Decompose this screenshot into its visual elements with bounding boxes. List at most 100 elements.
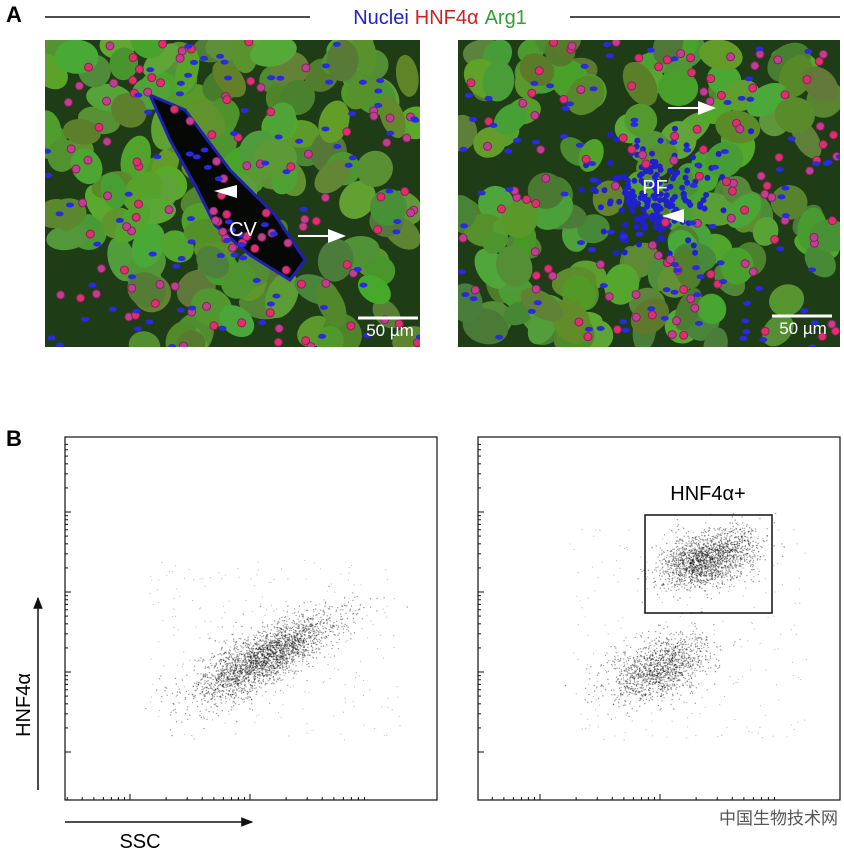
event — [274, 627, 276, 629]
event — [244, 655, 247, 658]
event — [298, 615, 301, 617]
event — [303, 650, 306, 653]
nucleus — [802, 75, 812, 85]
event — [279, 655, 281, 657]
event — [664, 641, 667, 644]
event — [257, 657, 259, 659]
event — [289, 645, 292, 647]
event — [618, 698, 620, 701]
event — [294, 642, 296, 645]
event — [713, 683, 716, 685]
event — [713, 623, 715, 626]
event — [209, 677, 211, 679]
event — [668, 676, 670, 678]
event — [296, 622, 298, 625]
event — [266, 648, 268, 650]
event — [299, 633, 302, 635]
nucleus — [459, 146, 468, 152]
event — [288, 643, 290, 646]
event — [245, 660, 247, 662]
event — [294, 636, 296, 638]
event — [260, 668, 263, 670]
nucleus — [71, 164, 81, 174]
event — [349, 610, 351, 612]
event — [231, 690, 234, 693]
event — [220, 649, 223, 651]
event — [309, 636, 312, 638]
event — [279, 677, 281, 679]
cell — [131, 223, 166, 268]
event — [691, 673, 693, 675]
event — [253, 654, 255, 656]
event — [277, 642, 279, 644]
nucleus — [694, 162, 703, 168]
nucleus — [631, 198, 638, 205]
event — [291, 639, 293, 642]
arrowhead — [662, 209, 684, 223]
nucleus — [190, 60, 199, 66]
event — [294, 636, 296, 638]
event — [635, 693, 637, 696]
event — [224, 660, 227, 663]
event — [212, 678, 214, 681]
event — [231, 669, 233, 672]
event — [668, 662, 670, 664]
event — [645, 693, 647, 696]
event — [325, 636, 327, 638]
event — [359, 604, 361, 606]
event — [653, 639, 656, 641]
event — [676, 569, 679, 572]
nucleus — [466, 78, 476, 88]
event — [674, 658, 676, 660]
event — [291, 642, 293, 645]
event — [676, 642, 679, 645]
event — [623, 665, 625, 668]
nucleus — [575, 142, 584, 148]
event — [276, 663, 279, 666]
event — [281, 652, 283, 655]
event — [230, 655, 233, 657]
event — [350, 633, 352, 635]
event — [635, 671, 637, 673]
event — [647, 637, 650, 639]
nucleus — [651, 174, 658, 181]
event — [613, 667, 615, 670]
event — [295, 644, 298, 647]
event — [322, 622, 325, 625]
event — [241, 633, 243, 635]
event — [279, 664, 282, 667]
event — [215, 670, 218, 672]
event — [624, 687, 627, 690]
event — [278, 664, 280, 667]
event — [263, 660, 265, 662]
event — [225, 686, 227, 689]
event — [256, 661, 258, 663]
event — [219, 659, 221, 661]
nucleus — [358, 79, 367, 85]
event — [670, 652, 673, 655]
event — [252, 682, 254, 684]
event — [669, 666, 671, 669]
event — [293, 608, 296, 610]
nucleus — [265, 308, 275, 318]
event — [311, 624, 314, 626]
nucleus — [85, 229, 95, 239]
event — [217, 669, 219, 672]
event — [246, 697, 249, 700]
event — [217, 675, 219, 677]
event — [246, 652, 249, 655]
event — [608, 683, 610, 685]
event — [682, 664, 684, 667]
nucleus — [74, 81, 84, 91]
event — [615, 676, 618, 678]
nucleus — [814, 56, 824, 66]
event — [278, 647, 280, 649]
event — [649, 659, 652, 661]
event — [184, 697, 187, 699]
event — [654, 682, 656, 685]
nucleus — [458, 269, 466, 275]
event — [701, 632, 704, 634]
event — [203, 697, 205, 700]
event — [623, 686, 626, 688]
nucleus — [665, 254, 675, 264]
